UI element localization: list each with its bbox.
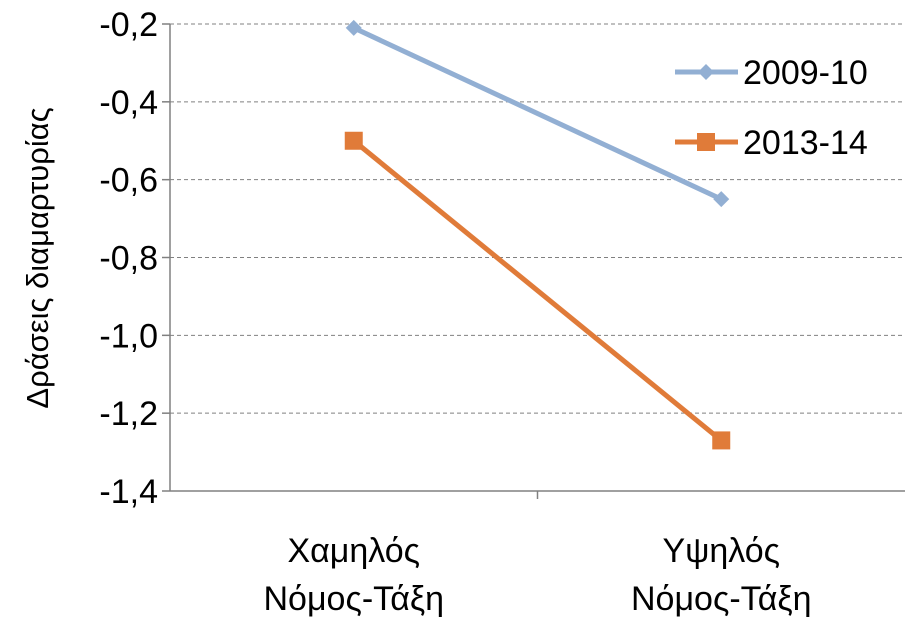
- y-tick-label: -0,2: [99, 6, 158, 44]
- series-group: [344, 19, 731, 450]
- y-tick-label: -0,4: [99, 84, 158, 122]
- x-tick-label-line1: Χαμηλός: [287, 532, 420, 570]
- legend-marker: [697, 133, 715, 151]
- legend-label: 2009-10: [743, 54, 868, 92]
- legend-marker: [698, 64, 714, 80]
- x-tick-label-line2: Νόμος-Τάξη: [264, 580, 445, 618]
- legend: 2009-10 2013-14: [675, 54, 868, 162]
- data-point: [345, 19, 362, 36]
- series-line: [352, 25, 723, 202]
- x-tick-labels: Χαμηλός Νόμος-Τάξη Υψηλός Νόμος-Τάξη: [264, 491, 812, 618]
- x-tick-label-line2: Νόμος-Τάξη: [631, 580, 812, 618]
- x-tick-label-line1: Υψηλός: [662, 532, 780, 570]
- y-tick-labels: -0,2 -0,4 -0,6 -0,8 -1,0 -1,2 -1,4: [99, 6, 170, 511]
- legend-label: 2013-14: [743, 124, 868, 162]
- y-tick-label: -0,8: [99, 240, 158, 278]
- y-axis-title: Δράσεις διαμαρτυρίας: [20, 107, 55, 408]
- series-line: [352, 138, 723, 443]
- y-tick-label: -1,4: [99, 473, 158, 511]
- data-point: [713, 191, 730, 208]
- gridlines: [170, 23, 905, 414]
- y-tick-label: -0,6: [99, 162, 158, 200]
- data-point: [712, 431, 731, 450]
- y-tick-label: -1,2: [99, 395, 158, 433]
- data-point: [344, 131, 363, 150]
- y-tick-label: -1,0: [99, 317, 158, 355]
